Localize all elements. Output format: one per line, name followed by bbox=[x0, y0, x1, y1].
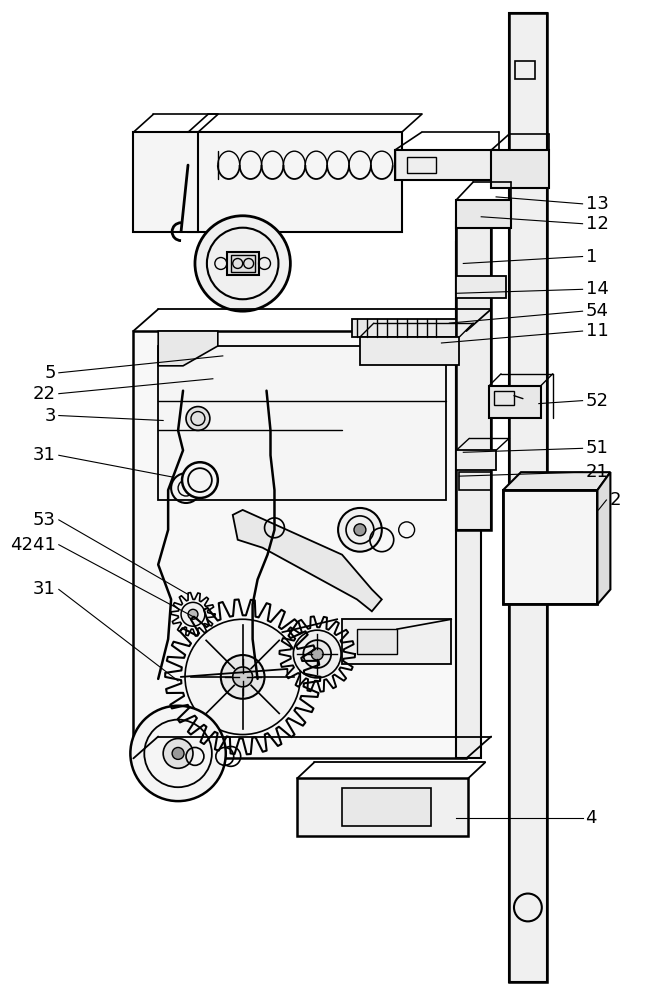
Bar bbox=[456, 222, 491, 530]
Text: 4241: 4241 bbox=[10, 536, 56, 554]
Bar bbox=[509, 13, 547, 982]
Circle shape bbox=[182, 462, 218, 498]
Circle shape bbox=[338, 508, 382, 552]
Circle shape bbox=[172, 747, 184, 759]
Text: 5: 5 bbox=[44, 364, 56, 382]
Bar bbox=[503, 490, 597, 604]
Bar bbox=[297, 778, 468, 836]
Polygon shape bbox=[233, 510, 382, 611]
Circle shape bbox=[294, 630, 341, 678]
Circle shape bbox=[188, 609, 198, 619]
Text: 4: 4 bbox=[585, 809, 597, 827]
Bar bbox=[357, 629, 396, 654]
Text: 22: 22 bbox=[33, 385, 56, 403]
Bar bbox=[360, 337, 460, 365]
Bar bbox=[133, 132, 198, 232]
Bar bbox=[456, 450, 496, 470]
Bar bbox=[456, 222, 491, 530]
Bar bbox=[158, 346, 446, 500]
Text: 14: 14 bbox=[585, 280, 608, 298]
Circle shape bbox=[354, 524, 366, 536]
Circle shape bbox=[221, 655, 265, 699]
Circle shape bbox=[181, 602, 205, 626]
Circle shape bbox=[163, 739, 193, 768]
Text: 3: 3 bbox=[44, 407, 56, 425]
Circle shape bbox=[183, 349, 267, 432]
Bar bbox=[226, 252, 259, 275]
Bar bbox=[352, 319, 456, 337]
Text: 12: 12 bbox=[585, 215, 608, 233]
Circle shape bbox=[130, 706, 226, 801]
Polygon shape bbox=[133, 331, 466, 758]
Bar bbox=[460, 472, 491, 490]
Text: 31: 31 bbox=[33, 580, 56, 598]
Bar bbox=[456, 276, 506, 298]
Bar bbox=[342, 619, 452, 664]
Circle shape bbox=[233, 667, 253, 687]
Bar bbox=[515, 61, 535, 79]
Bar bbox=[456, 200, 511, 228]
Circle shape bbox=[311, 648, 323, 660]
Text: 1: 1 bbox=[585, 248, 597, 266]
Bar bbox=[489, 386, 541, 418]
Polygon shape bbox=[158, 331, 218, 366]
Text: 52: 52 bbox=[585, 392, 609, 410]
Text: 54: 54 bbox=[585, 302, 609, 320]
Bar bbox=[342, 788, 431, 826]
Polygon shape bbox=[503, 472, 610, 490]
Circle shape bbox=[185, 619, 300, 735]
Bar bbox=[230, 255, 255, 272]
Text: 13: 13 bbox=[585, 195, 608, 213]
Text: 11: 11 bbox=[585, 322, 608, 340]
Text: 21: 21 bbox=[585, 463, 608, 481]
Bar bbox=[491, 150, 549, 188]
Text: 51: 51 bbox=[585, 439, 608, 457]
Bar bbox=[407, 157, 437, 173]
Bar bbox=[188, 132, 402, 232]
Bar bbox=[494, 391, 514, 405]
Text: 31: 31 bbox=[33, 446, 56, 464]
Circle shape bbox=[186, 407, 210, 430]
Circle shape bbox=[303, 640, 331, 668]
Text: 53: 53 bbox=[33, 511, 56, 529]
Bar bbox=[394, 150, 499, 180]
Circle shape bbox=[195, 216, 290, 311]
Polygon shape bbox=[597, 472, 610, 604]
Text: 2: 2 bbox=[610, 491, 621, 509]
Polygon shape bbox=[456, 242, 481, 758]
Bar bbox=[509, 13, 547, 982]
